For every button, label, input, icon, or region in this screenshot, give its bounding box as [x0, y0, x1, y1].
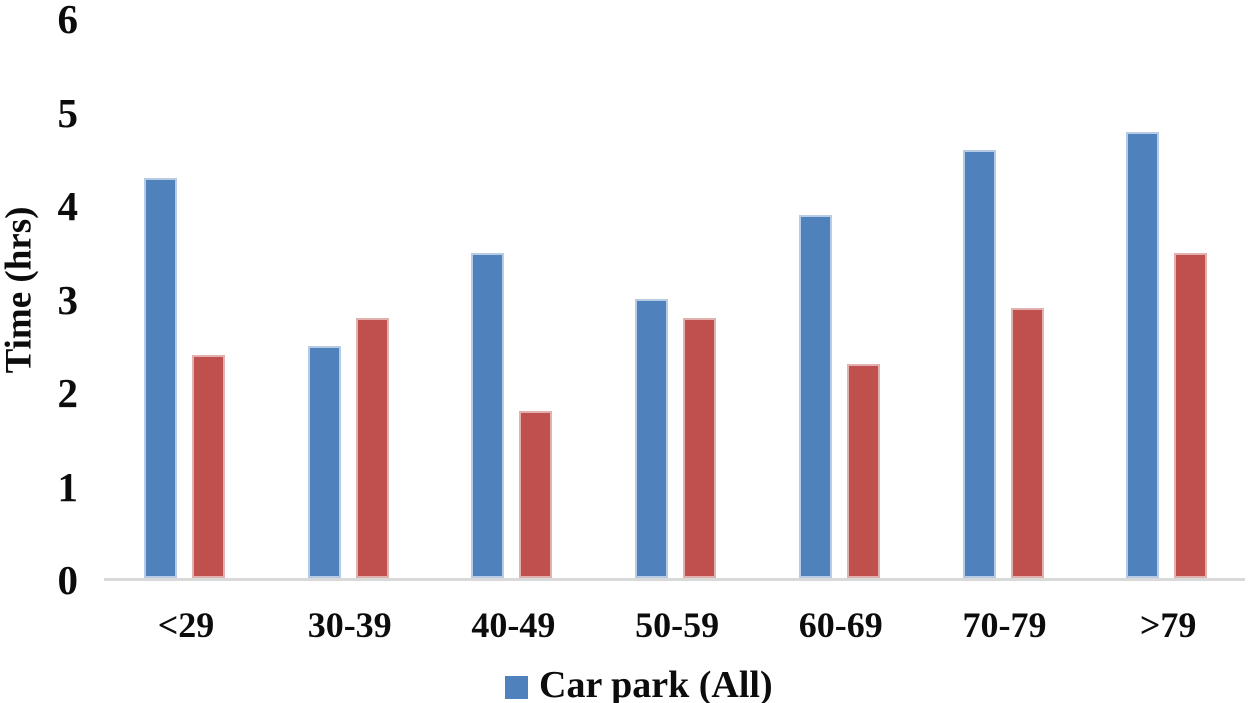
legend: Car park (All)	[505, 663, 773, 703]
bar-car-park-all-30-39	[307, 345, 341, 578]
bar-car-park-all->79	[1126, 131, 1160, 578]
bar-series-2->79	[1174, 252, 1208, 578]
legend-label-car-park-all: Car park (All)	[539, 664, 773, 703]
bar-car-park-all-60-69	[798, 215, 832, 578]
y-tick-label: 2	[57, 370, 79, 416]
bar-series-2-60-69	[846, 364, 880, 578]
y-tick-label: 3	[57, 276, 79, 323]
bar-series-2-50-59	[683, 317, 717, 578]
bar-series-2-<29	[192, 354, 225, 578]
x-axis-label-60-69: 60-69	[798, 605, 883, 645]
y-tick-label: 5	[57, 89, 79, 136]
x-axis-label->79: >79	[1139, 605, 1197, 645]
y-tick-label: 4	[57, 183, 79, 229]
bar-car-park-all-50-59	[635, 299, 669, 578]
bar-series-2-40-49	[519, 410, 553, 578]
x-axis-label-70-79: 70-79	[962, 605, 1047, 645]
bar-car-park-all-<29	[144, 178, 177, 578]
x-axis-label-30-39: 30-39	[307, 605, 392, 645]
bar-series-2-70-79	[1010, 308, 1044, 578]
y-tick-label: 0	[57, 557, 79, 603]
bar-series-2-30-39	[355, 317, 389, 578]
legend-swatch-car-park-all-icon	[505, 675, 528, 699]
x-axis-label-50-59: 50-59	[635, 605, 720, 645]
y-tick-label: 1	[57, 463, 79, 510]
x-axis-line	[104, 578, 1245, 581]
x-axis-label-40-49: 40-49	[471, 605, 556, 645]
bar-car-park-all-40-49	[471, 252, 505, 578]
y-tick-label: 6	[57, 0, 79, 42]
x-axis-label-<29: <29	[157, 605, 215, 645]
bar-car-park-all-70-79	[962, 150, 996, 578]
